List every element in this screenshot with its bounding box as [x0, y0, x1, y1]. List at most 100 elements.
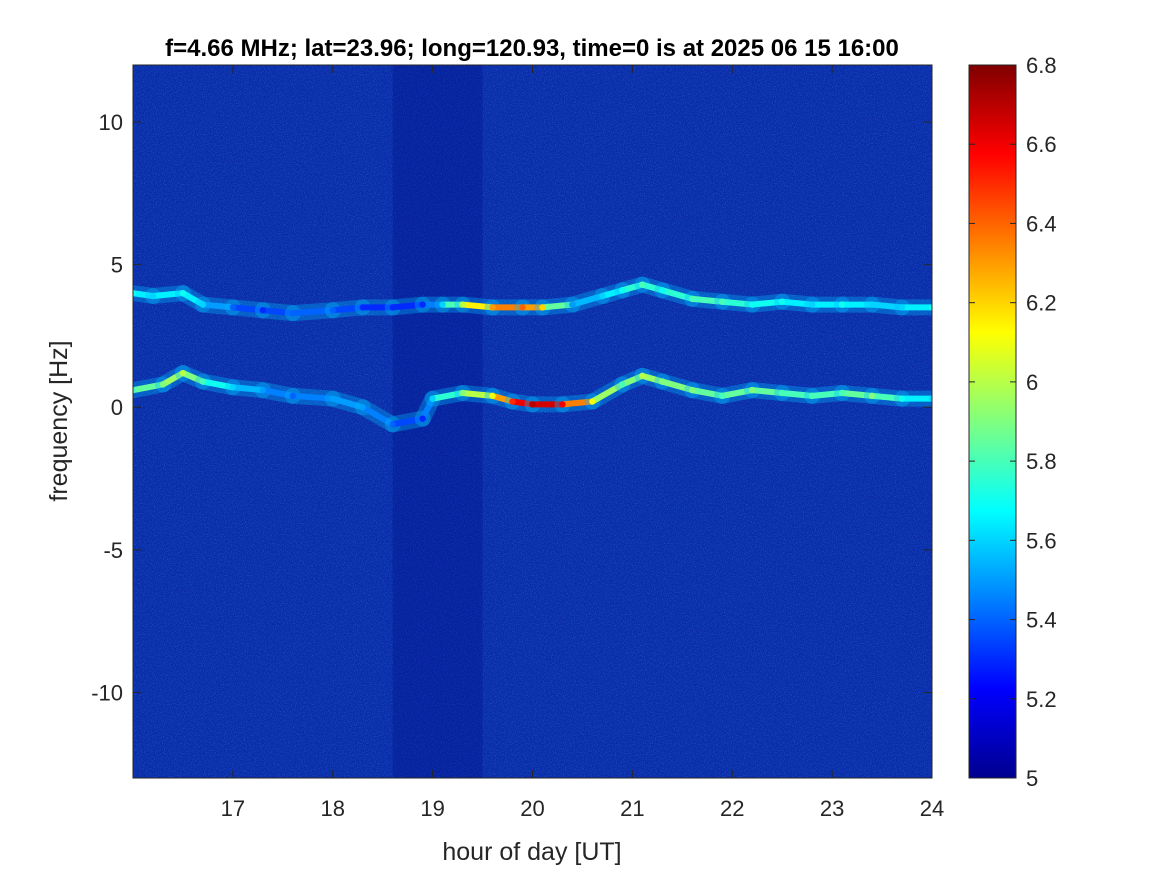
trace-segment	[199, 378, 236, 391]
data-point	[329, 395, 336, 402]
data-point	[719, 392, 726, 400]
plot-area	[133, 65, 932, 778]
colorbar-tick-label: 5.2	[1026, 687, 1057, 712]
y-axis-ticks: 10 5 0 -5 -10	[91, 110, 932, 705]
data-point	[659, 287, 666, 294]
data-point	[868, 301, 876, 308]
colorbar-tick-label: 6.4	[1026, 211, 1057, 236]
x-tick-label: 17	[221, 796, 245, 821]
data-point	[229, 384, 237, 391]
data-point	[133, 289, 137, 297]
data-point	[199, 378, 207, 385]
data-point	[928, 395, 932, 402]
data-point	[519, 304, 526, 311]
colorbar-ticks: 6.8 6.6 6.4 6.2 6 5.8 5.6 5.4 5.2 5	[969, 53, 1057, 791]
x-axis-ticks: 17 18 19 20 21 22 23 24	[221, 65, 944, 821]
data-point	[529, 401, 536, 408]
data-point	[569, 301, 576, 308]
x-tick-label: 20	[520, 796, 544, 821]
trace-segment	[359, 404, 396, 428]
data-point	[868, 392, 876, 400]
trace-segment	[689, 295, 726, 305]
data-point	[639, 372, 646, 380]
colorbar: 6.8 6.6 6.4 6.2 6 5.8 5.6 5.4 5.2 5	[968, 53, 1057, 791]
data-point	[689, 295, 696, 303]
data-point	[259, 307, 267, 314]
data-point	[619, 287, 626, 294]
colorbar-tick-label: 5.6	[1026, 528, 1057, 553]
trace-segment	[459, 389, 496, 399]
trace-segment	[749, 298, 786, 308]
colorbar-gradient	[969, 65, 1016, 778]
trace-segment	[179, 370, 206, 385]
data-point	[359, 304, 366, 311]
data-point	[459, 389, 466, 397]
x-tick-label: 23	[820, 796, 844, 821]
trace-segment	[389, 415, 426, 428]
colorbar-tick-label: 6.8	[1026, 53, 1057, 78]
colorbar-tick-label: 5	[1026, 766, 1038, 791]
colorbar-tick-label: 5.8	[1026, 449, 1057, 474]
trace-segment	[179, 290, 206, 308]
trace-segment	[133, 381, 166, 394]
data-point	[589, 398, 596, 405]
trace-segment	[619, 372, 646, 388]
data-point	[329, 307, 336, 314]
trace-segment	[569, 293, 606, 308]
colorbar-frame	[968, 64, 1017, 779]
y-tick-label: 10	[99, 110, 123, 135]
trace-segment	[559, 398, 596, 408]
trace-segment	[809, 389, 846, 399]
data-point	[838, 301, 846, 308]
trace-segment	[839, 389, 876, 399]
data-point	[419, 415, 426, 422]
x-tick-label: 21	[620, 796, 644, 821]
trace-segment	[749, 387, 786, 396]
x-tick-label: 22	[720, 796, 744, 821]
trace-segment	[779, 298, 816, 308]
trace-segment	[259, 387, 296, 399]
trace-segment	[719, 298, 756, 308]
colorbar-tick-label: 5.4	[1026, 608, 1057, 633]
data-point	[133, 386, 137, 394]
trace-segment	[539, 301, 576, 311]
data-point	[778, 389, 786, 397]
data-point	[459, 301, 466, 308]
data-point	[489, 392, 496, 400]
y-tick-label: -10	[91, 680, 123, 705]
data-point	[289, 392, 296, 400]
trace-segment	[689, 387, 726, 399]
trace-segment	[869, 392, 906, 402]
colorbar-tick-label: 6.6	[1026, 132, 1057, 157]
y-tick-label: 0	[111, 395, 123, 420]
colorbar-tick-label: 6.2	[1026, 291, 1057, 316]
data-point	[439, 301, 446, 308]
data-point	[838, 389, 846, 397]
data-point	[719, 298, 726, 305]
x-axis-label: hour of day [UT]	[442, 838, 621, 866]
trace-segment	[289, 307, 336, 317]
trace-segment	[639, 372, 666, 385]
colorbar-tick-label: 6	[1026, 370, 1038, 395]
trace-segment	[229, 304, 266, 314]
y-axis-label: frequency [Hz]	[45, 340, 73, 501]
trace-segment	[489, 392, 516, 405]
data-point	[559, 401, 566, 408]
x-tick-label: 18	[321, 796, 345, 821]
data-point	[229, 304, 237, 311]
trace-segment	[419, 395, 436, 422]
data-point	[599, 292, 606, 300]
trace-segment	[159, 370, 186, 388]
y-tick-label: -5	[103, 538, 123, 563]
data-point	[539, 304, 546, 311]
data-point	[389, 304, 396, 311]
x-tick-label: 24	[920, 796, 944, 821]
data-point	[928, 304, 932, 311]
data-point	[808, 301, 816, 308]
data-point	[898, 304, 906, 311]
data-point	[659, 378, 666, 385]
trace-segment	[589, 381, 626, 405]
trace-segment	[779, 389, 816, 399]
